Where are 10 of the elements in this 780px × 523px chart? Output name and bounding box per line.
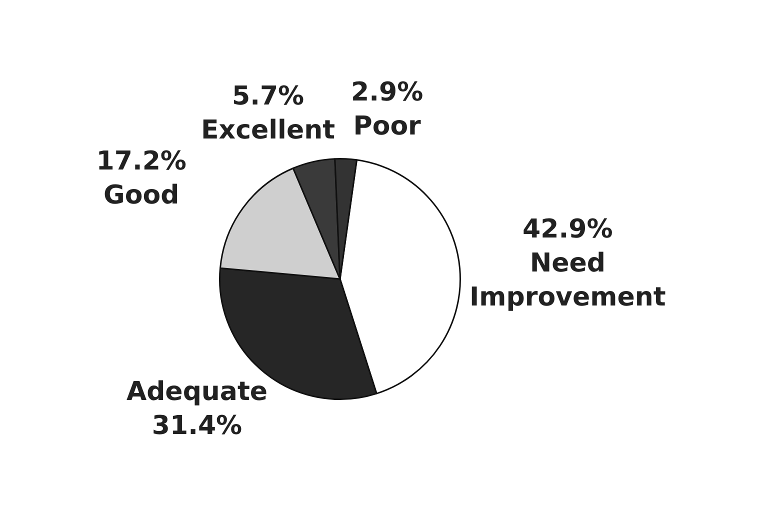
slice-label: Excellent: [201, 116, 336, 146]
data-label: 2.9%: [351, 78, 424, 108]
slice-label: Adequate: [126, 377, 268, 408]
slice-label: Need Improvement: [470, 248, 666, 312]
data-label: 42.9%: [522, 214, 613, 244]
data-label: 17.2%: [96, 146, 186, 176]
data-label: 5.7%: [232, 82, 304, 112]
slice-label: Poor: [353, 112, 422, 142]
slice-label: Good: [104, 180, 180, 210]
data-label: 31.4%: [152, 411, 242, 442]
